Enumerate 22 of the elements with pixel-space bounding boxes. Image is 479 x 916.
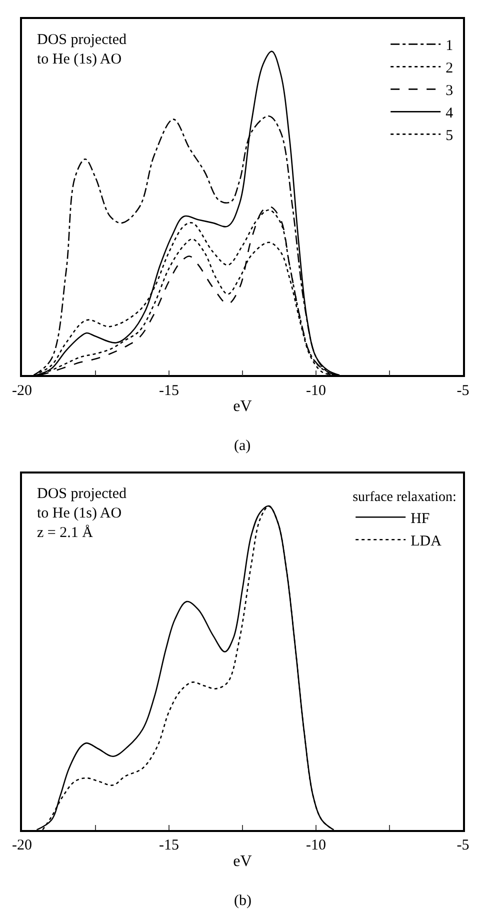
- legend-title: surface relaxation:: [352, 490, 456, 505]
- annotation: DOS projected to He (1s) AO z = 2.1 Å: [37, 486, 128, 541]
- x-tick-label: -5: [456, 382, 470, 399]
- x-tick-label: -20: [12, 838, 32, 854]
- x-tick-label: -5: [456, 838, 470, 854]
- legend-label: 3: [446, 83, 454, 100]
- x-tick-label: -10: [306, 838, 326, 854]
- x-tick-label: -15: [159, 838, 179, 854]
- x-axis-title: eV: [233, 852, 252, 870]
- x-tick-label: -20: [12, 382, 32, 399]
- legend-label: HF: [410, 510, 430, 527]
- legend-label: 1: [446, 38, 454, 54]
- legend-label: 5: [446, 128, 454, 144]
- x-tick-label: -15: [159, 382, 179, 399]
- annotation: DOS projected to He (1s) AO: [37, 32, 128, 68]
- x-axis-title: eV: [233, 398, 252, 416]
- x-tick-label: -10: [306, 382, 326, 399]
- legend-label: LDA: [410, 533, 442, 550]
- legend-label: 2: [446, 60, 454, 77]
- text: (a): [234, 438, 251, 454]
- legend-label: 4: [446, 106, 454, 122]
- text: (b): [234, 893, 252, 909]
